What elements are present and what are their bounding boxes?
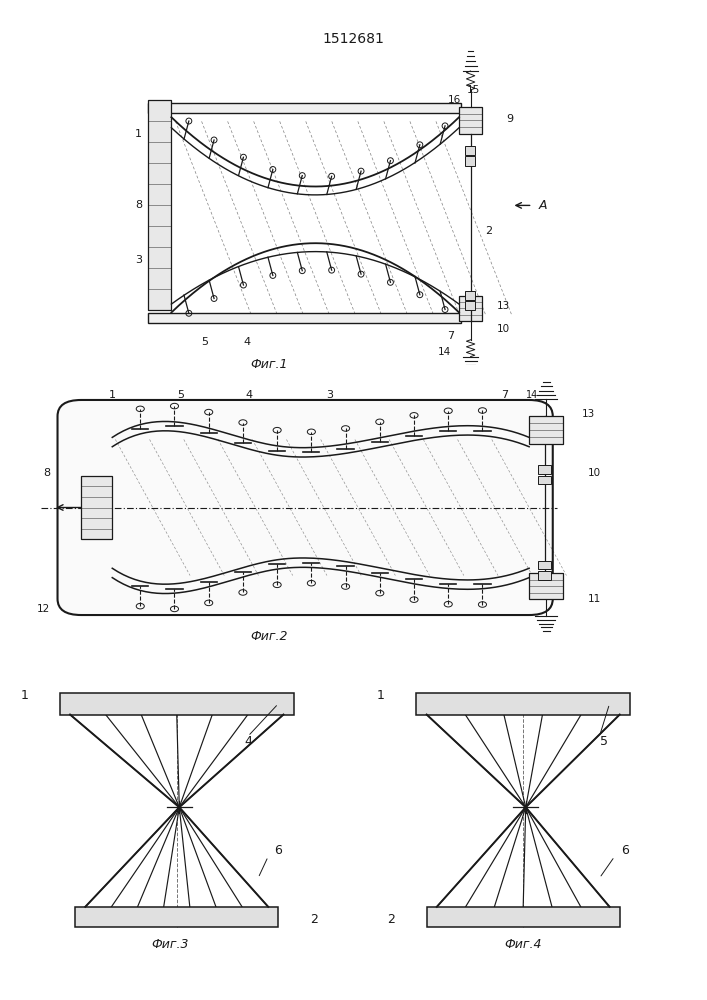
Text: Фиг.1: Фиг.1 — [250, 358, 288, 371]
Polygon shape — [529, 416, 563, 444]
Text: 2: 2 — [485, 226, 492, 236]
Text: 5: 5 — [177, 390, 185, 400]
Text: 11: 11 — [588, 594, 601, 604]
Text: 9: 9 — [506, 114, 513, 124]
Text: 14: 14 — [526, 390, 538, 400]
Polygon shape — [459, 296, 482, 321]
Text: 10: 10 — [588, 468, 601, 479]
Text: Фиг.2: Фиг.2 — [250, 630, 288, 643]
Text: 4: 4 — [243, 337, 250, 347]
Polygon shape — [416, 693, 630, 715]
Text: 7: 7 — [447, 331, 454, 341]
Text: 14: 14 — [438, 347, 451, 357]
Bar — [465, 156, 474, 165]
Text: Фиг.4: Фиг.4 — [504, 938, 542, 951]
Polygon shape — [60, 693, 293, 715]
Bar — [539, 561, 551, 569]
Bar — [465, 291, 474, 300]
Text: 4: 4 — [245, 390, 252, 400]
Text: 1512681: 1512681 — [322, 32, 385, 46]
Text: A: A — [539, 199, 547, 212]
Bar — [539, 465, 551, 474]
Text: 16: 16 — [448, 95, 462, 105]
Bar — [148, 312, 461, 323]
Text: 2: 2 — [310, 913, 318, 926]
Text: 13: 13 — [496, 301, 510, 311]
Text: 6: 6 — [274, 844, 282, 857]
Text: 3: 3 — [135, 255, 142, 265]
Text: 2: 2 — [387, 913, 395, 926]
Bar — [539, 476, 551, 484]
Polygon shape — [529, 573, 563, 599]
Text: 15: 15 — [467, 85, 480, 95]
Polygon shape — [459, 107, 482, 134]
Bar — [148, 103, 461, 113]
Text: 5: 5 — [201, 337, 209, 347]
Text: 13: 13 — [582, 409, 595, 419]
Text: 8: 8 — [43, 468, 50, 479]
Text: 7: 7 — [501, 390, 508, 400]
Bar — [465, 301, 474, 310]
Text: 1: 1 — [109, 390, 116, 400]
Text: 1: 1 — [135, 129, 142, 139]
Text: 1: 1 — [377, 689, 385, 702]
FancyBboxPatch shape — [57, 400, 553, 615]
Bar — [465, 146, 474, 155]
Polygon shape — [75, 907, 279, 927]
Text: 6: 6 — [621, 844, 629, 857]
Text: 4: 4 — [244, 735, 252, 748]
Text: 12: 12 — [37, 604, 50, 614]
Bar — [539, 571, 551, 580]
Polygon shape — [81, 476, 112, 539]
Text: Фиг.3: Фиг.3 — [151, 938, 189, 951]
Polygon shape — [426, 907, 620, 927]
Text: 3: 3 — [327, 390, 334, 400]
Text: 10: 10 — [496, 324, 510, 334]
Text: 8: 8 — [135, 200, 142, 210]
Text: 1: 1 — [21, 689, 28, 702]
Polygon shape — [148, 100, 171, 310]
Text: 5: 5 — [600, 735, 609, 748]
